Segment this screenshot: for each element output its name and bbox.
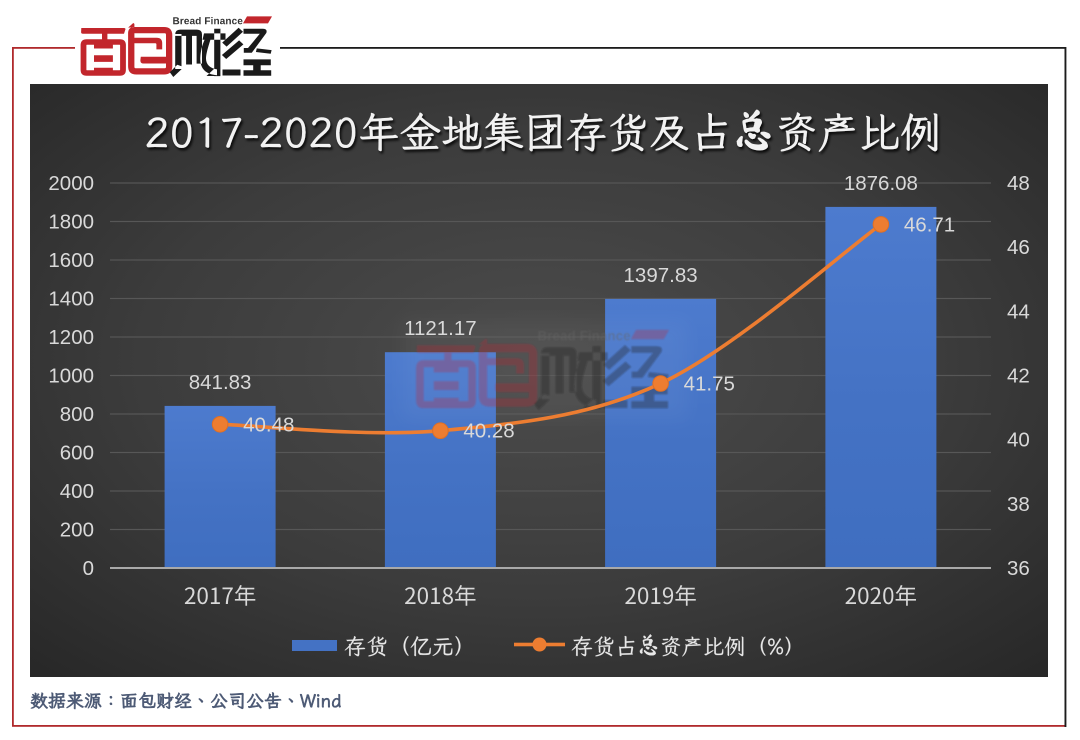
svg-text:46: 46 xyxy=(1007,236,1030,259)
svg-text:841.83: 841.83 xyxy=(189,371,252,394)
svg-text:0: 0 xyxy=(83,557,94,580)
svg-text:40.28: 40.28 xyxy=(463,420,514,443)
svg-text:1121.17: 1121.17 xyxy=(404,317,477,340)
svg-text:600: 600 xyxy=(60,442,94,465)
svg-text:44: 44 xyxy=(1007,300,1030,323)
svg-text:42: 42 xyxy=(1007,365,1030,388)
svg-text:1397.83: 1397.83 xyxy=(624,264,698,287)
svg-text:400: 400 xyxy=(60,480,94,503)
svg-text:1000: 1000 xyxy=(48,365,94,388)
svg-text:1600: 1600 xyxy=(48,249,94,272)
svg-text:1400: 1400 xyxy=(48,288,94,311)
svg-text:200: 200 xyxy=(60,519,94,542)
svg-text:48: 48 xyxy=(1007,172,1030,195)
svg-text:46.71: 46.71 xyxy=(904,213,955,236)
svg-text:1200: 1200 xyxy=(48,326,94,349)
svg-text:1876.08: 1876.08 xyxy=(844,172,918,195)
svg-text:1800: 1800 xyxy=(48,211,94,234)
svg-text:800: 800 xyxy=(60,403,94,426)
svg-text:38: 38 xyxy=(1007,493,1030,516)
svg-text:2000: 2000 xyxy=(48,172,94,195)
svg-text:41.75: 41.75 xyxy=(684,373,735,396)
svg-text:36: 36 xyxy=(1007,557,1030,580)
svg-text:40.48: 40.48 xyxy=(243,413,294,436)
svg-text:40: 40 xyxy=(1007,429,1030,452)
